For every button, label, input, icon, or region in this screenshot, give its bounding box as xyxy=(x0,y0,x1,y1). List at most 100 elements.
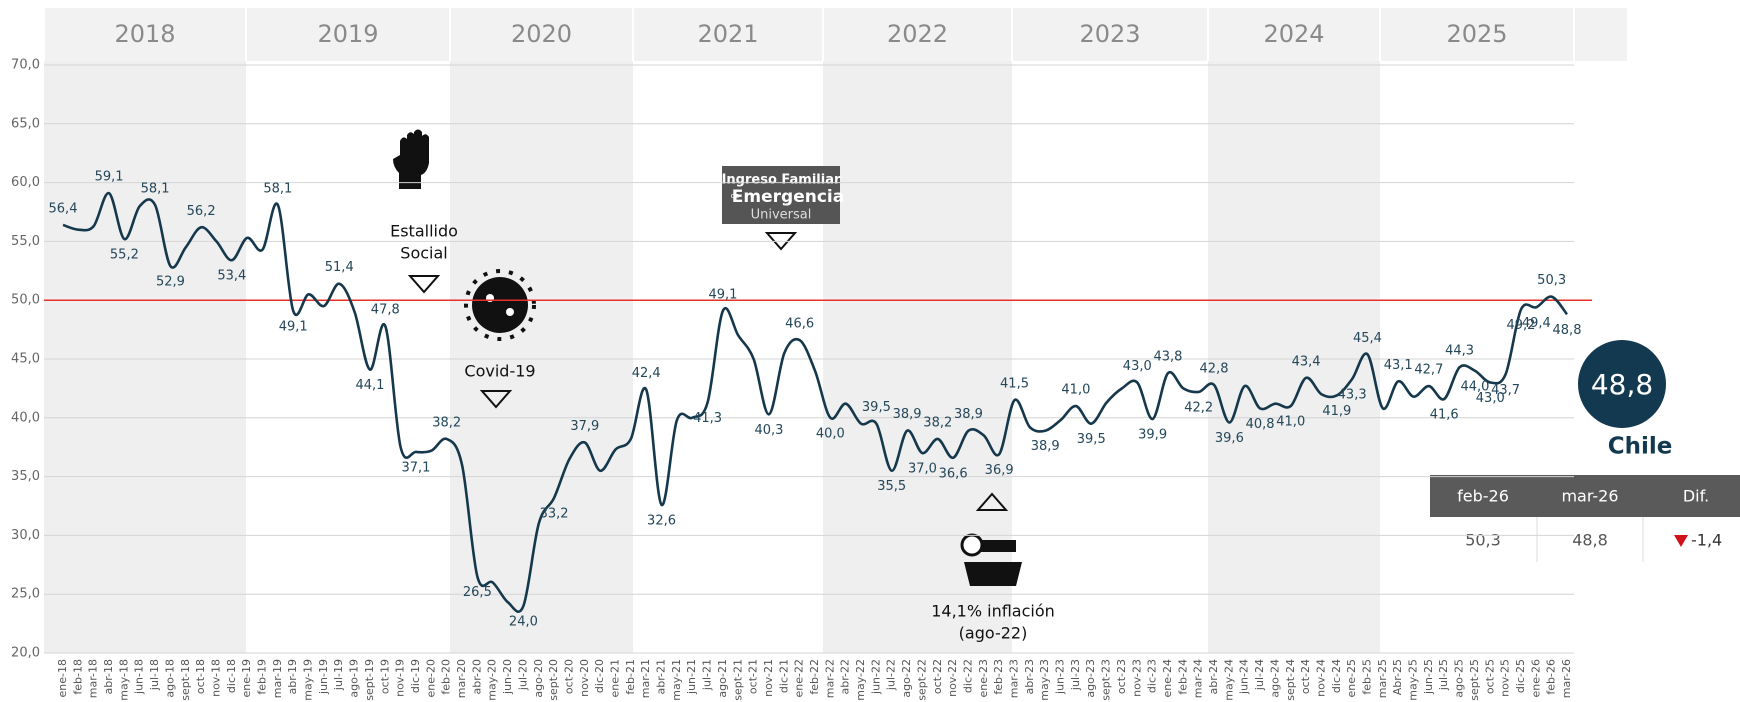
data-label: 58,1 xyxy=(141,181,170,196)
data-label: 39,5 xyxy=(862,400,891,415)
x-tick-label: dic-25 xyxy=(1514,659,1527,693)
data-label: 33,2 xyxy=(540,506,569,521)
x-tick-label: abr-23 xyxy=(1023,659,1036,695)
x-tick-label: jun-20 xyxy=(501,659,514,695)
x-tick-label: jul-22 xyxy=(885,659,898,691)
x-tick-label: oct-18 xyxy=(194,659,207,694)
x-tick-label: dic-19 xyxy=(409,659,422,693)
year-band xyxy=(44,61,246,653)
data-label: 43,0 xyxy=(1123,359,1152,374)
line xyxy=(62,191,1569,613)
data-label: 41,3 xyxy=(693,411,722,426)
ife-box xyxy=(722,166,840,224)
data-label: 43,7 xyxy=(1491,383,1520,398)
x-tick-label: jul-25 xyxy=(1437,659,1450,691)
data-label: 52,9 xyxy=(156,275,185,290)
data-label: 41,6 xyxy=(1430,407,1459,422)
fist-icon xyxy=(393,129,429,189)
x-tick-label: mar-21 xyxy=(639,659,652,698)
x-tick-label: sept-18 xyxy=(179,659,192,701)
data-label: 40,8 xyxy=(1246,417,1275,432)
x-tick-label: may-19 xyxy=(302,659,315,701)
x-tick-label: jun-22 xyxy=(869,659,882,695)
data-label: 37,9 xyxy=(570,419,599,434)
x-tick-label: oct-21 xyxy=(747,659,760,694)
data-label: 38,9 xyxy=(1031,439,1060,454)
y-tick-label: 25,0 xyxy=(11,587,40,602)
data-label: 49,2 xyxy=(1506,318,1535,333)
x-tick-label: abr-21 xyxy=(655,659,668,695)
x-tick-label: oct-25 xyxy=(1483,659,1496,694)
data-label: 41,0 xyxy=(1061,383,1090,398)
x-tick-label: mar-24 xyxy=(1192,659,1205,698)
year-band xyxy=(1208,61,1380,653)
x-tick-label: nov-22 xyxy=(946,659,959,697)
x-tick-label: ago-19 xyxy=(348,659,361,698)
summary: 48,8 Chile feb-26 mar-26 Dif. 50,3 48,8 … xyxy=(1430,340,1740,562)
x-tick-label: oct-23 xyxy=(1115,659,1128,694)
data-label: 43,8 xyxy=(1154,350,1183,365)
x-tick-label: ene-18 xyxy=(56,659,69,697)
x-tick-label: sept-20 xyxy=(547,659,560,701)
data-label: 38,2 xyxy=(923,415,952,430)
year-label: 2021 xyxy=(697,20,758,48)
x-tick-label: sept-25 xyxy=(1468,659,1481,701)
year-band xyxy=(633,61,823,653)
x-tick-label: dic-20 xyxy=(593,659,606,693)
x-tick-label: feb-24 xyxy=(1176,659,1189,695)
x-tick-label: abr-20 xyxy=(470,659,483,695)
data-label: 36,6 xyxy=(939,466,968,481)
data-label: 47,8 xyxy=(371,303,400,318)
data-label: 26,5 xyxy=(463,585,492,600)
data-label: 38,2 xyxy=(432,415,461,430)
x-tick-label: jun-21 xyxy=(685,659,698,695)
data-label: 42,2 xyxy=(1184,400,1213,415)
x-tick-label: ene-23 xyxy=(977,659,990,697)
x-tick-label: abr-18 xyxy=(102,659,115,695)
x-tick-label: jul-21 xyxy=(701,659,714,691)
data-label: 53,4 xyxy=(217,269,246,284)
y-tick-label: 45,0 xyxy=(11,352,40,367)
data-label: 39,9 xyxy=(1138,427,1167,442)
y-tick-label: 65,0 xyxy=(11,116,40,131)
data-label: 42,8 xyxy=(1200,361,1229,376)
x-tick-label: nov-19 xyxy=(394,659,407,697)
x-tick-label: jun-18 xyxy=(133,659,146,695)
x-tick-label: ago-22 xyxy=(900,659,913,698)
data-label: 37,0 xyxy=(908,462,937,477)
data-label: 55,2 xyxy=(110,248,139,263)
virus-dot xyxy=(506,308,514,316)
annotation-text: Ingreso Familiar xyxy=(722,173,841,188)
table-header-text: mar-26 xyxy=(1561,487,1618,506)
data-label: 50,3 xyxy=(1537,273,1566,288)
x-tick-label: nov-24 xyxy=(1314,659,1327,697)
x-tick-label: abr-24 xyxy=(1207,659,1220,695)
x-tick-label: nov-25 xyxy=(1499,659,1512,697)
year-label: 2023 xyxy=(1079,20,1140,48)
data-label: 41,9 xyxy=(1322,404,1351,419)
year-label: 2020 xyxy=(511,20,572,48)
x-tick-label: jun-19 xyxy=(317,659,330,695)
x-tick-label: abr-19 xyxy=(286,659,299,695)
x-tick-label: may-21 xyxy=(670,659,683,701)
x-tick-label: sept-22 xyxy=(915,659,928,701)
y-tick-label: 60,0 xyxy=(11,175,40,190)
x-tick-label: feb-19 xyxy=(256,659,269,695)
year-band xyxy=(450,61,633,653)
x-tick-label: nov-23 xyxy=(1130,659,1143,697)
x-tick-label: oct-22 xyxy=(931,659,944,694)
data-label: 49,1 xyxy=(279,319,308,334)
x-tick-label: ene-21 xyxy=(608,659,621,697)
x-tick-label: oct-20 xyxy=(562,659,575,694)
data-label: 35,5 xyxy=(877,479,906,494)
summary-value: 48,8 xyxy=(1591,368,1653,401)
data-label: 43,4 xyxy=(1292,354,1321,369)
annotation-text: Emergencia xyxy=(732,187,844,207)
triangle xyxy=(407,275,441,294)
table-cell: 48,8 xyxy=(1572,531,1608,550)
x-tick-label: oct-24 xyxy=(1299,659,1312,694)
data-label: 49,1 xyxy=(708,287,737,302)
annotation-ife: Ingreso Familiar de Emergencia Universal xyxy=(722,166,844,251)
x-tick-label: mar-23 xyxy=(1008,659,1021,698)
year-header xyxy=(247,8,449,61)
